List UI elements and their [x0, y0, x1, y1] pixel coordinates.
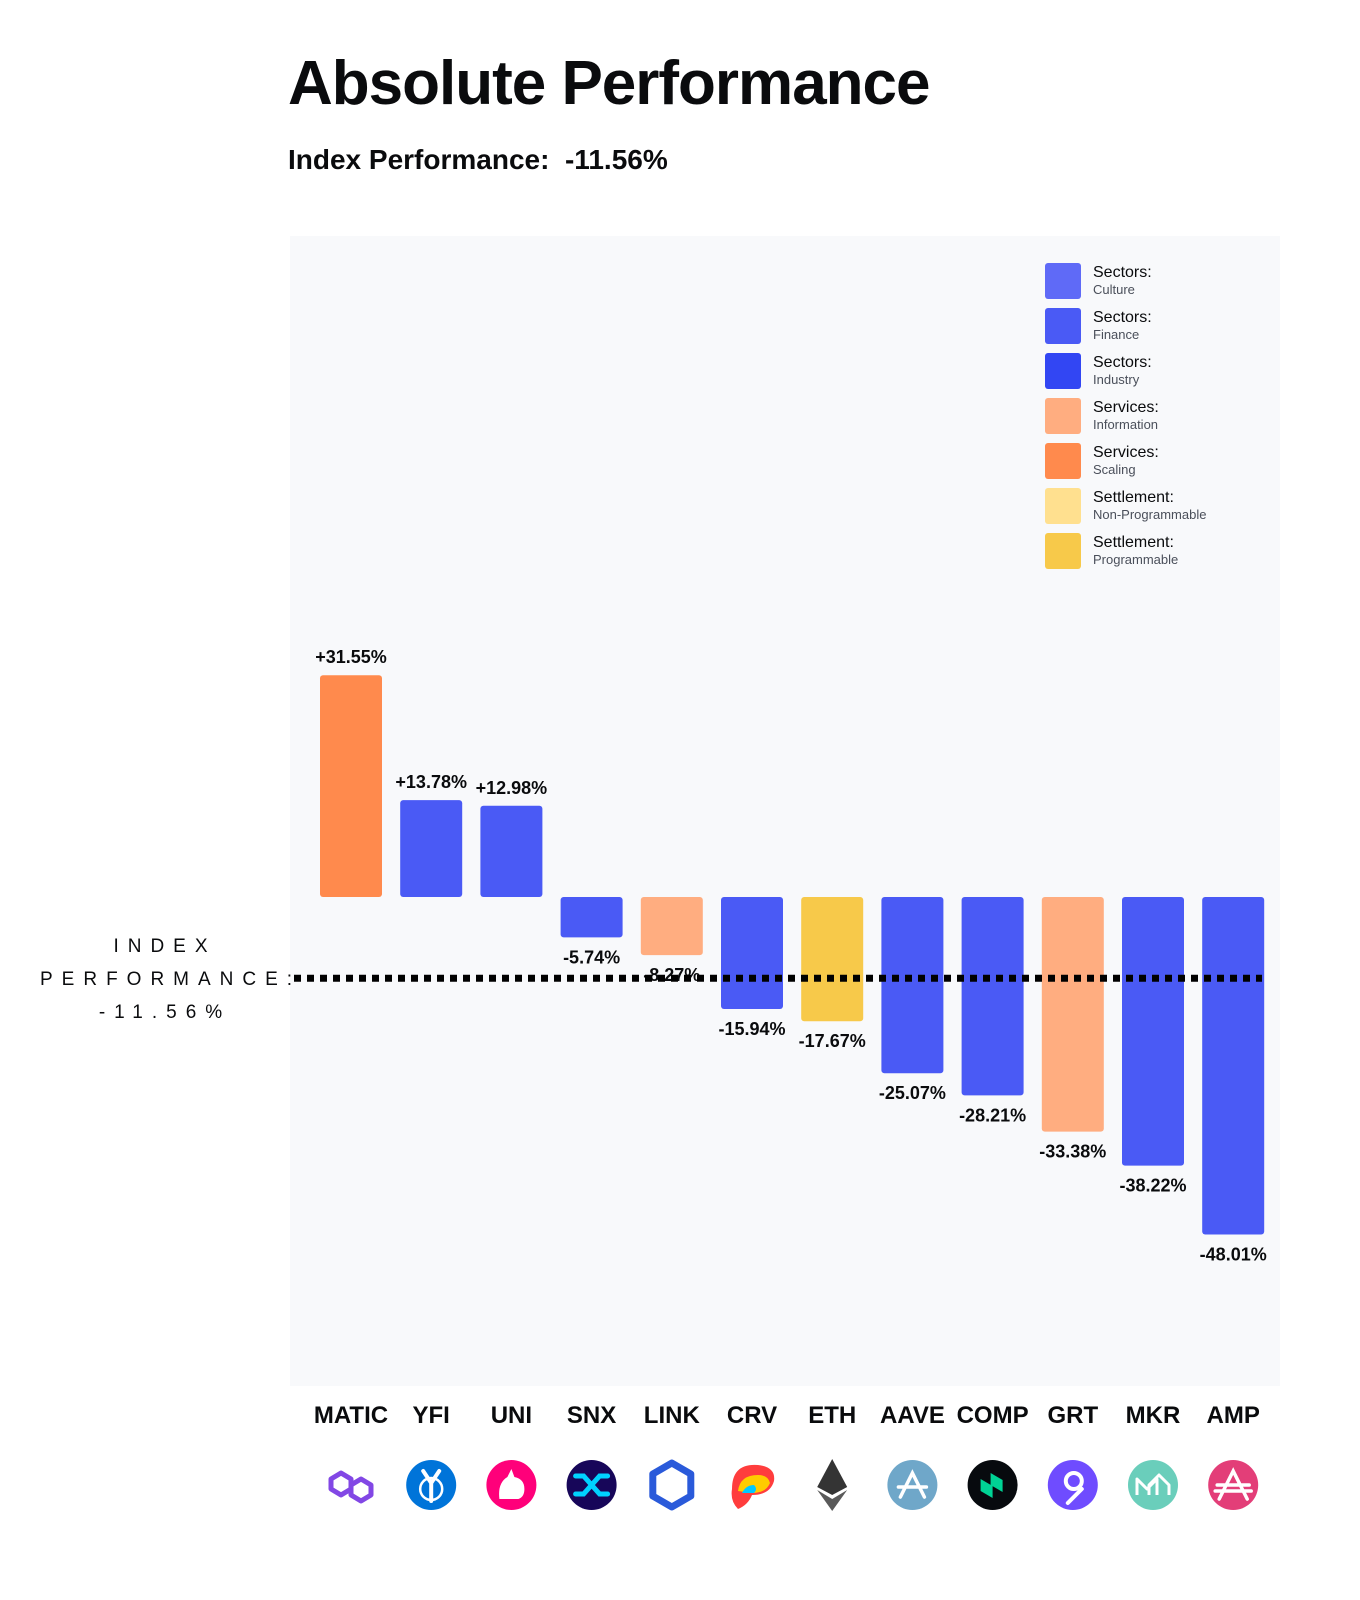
legend-item-services-scaling: Services: Scaling	[1045, 443, 1206, 488]
value-label-uni: +12.98%	[476, 778, 548, 798]
mkr-icon	[1128, 1460, 1178, 1510]
ticker-uni: UNI	[491, 1402, 532, 1429]
aave-icon	[887, 1460, 938, 1510]
legend-swatch	[1045, 488, 1081, 524]
legend-swatch	[1045, 398, 1081, 434]
index-line-label-3: -11.56%	[98, 1002, 232, 1023]
value-label-comp: -28.21%	[959, 1105, 1026, 1125]
legend-swatch	[1045, 308, 1081, 344]
bar-comp	[961, 897, 1024, 1096]
legend-label: Settlement:	[1093, 534, 1174, 551]
grt-icon	[1047, 1460, 1098, 1510]
legend-label: Services:	[1093, 399, 1159, 416]
value-label-snx: -5.74%	[563, 947, 620, 967]
legend-sublabel: Finance	[1093, 327, 1140, 342]
ticker-crv: CRV	[727, 1402, 777, 1429]
legend-item-services-information: Services: Information	[1045, 398, 1206, 443]
ticker-mkr: MKR	[1126, 1402, 1181, 1429]
snx-icon	[566, 1460, 617, 1510]
chart-title: Absolute Performance	[288, 49, 931, 118]
matic-icon	[328, 1470, 374, 1504]
legend-swatch	[1045, 533, 1081, 569]
uni-icon	[486, 1460, 537, 1510]
bar-matic	[320, 675, 382, 897]
legend-sublabel: Non-Programmable	[1093, 507, 1207, 522]
legend-label: Services:	[1093, 444, 1159, 461]
amp-icon	[1208, 1460, 1259, 1510]
legend-sublabel: Culture	[1093, 282, 1135, 297]
bar-grt	[1041, 897, 1104, 1132]
legend-item-sectors-industry: Sectors: Industry	[1045, 353, 1206, 398]
ticker-yfi: YFI	[413, 1402, 450, 1429]
ticker-amp: AMP	[1207, 1402, 1260, 1429]
value-label-grt: -33.38%	[1039, 1142, 1106, 1162]
legend-label: Sectors:	[1093, 354, 1152, 371]
legend-sublabel: Scaling	[1093, 462, 1136, 477]
legend-label: Sectors:	[1093, 264, 1152, 281]
legend-sublabel: Information	[1093, 417, 1159, 432]
ticker-matic: MATIC	[314, 1402, 388, 1429]
value-label-eth: -17.67%	[799, 1031, 866, 1051]
bar-link	[640, 897, 703, 956]
bar-aave	[881, 897, 944, 1074]
subtitle-label: Index Performance:	[288, 144, 550, 175]
ticker-aave: AAVE	[880, 1402, 945, 1429]
legend-label: Settlement:	[1093, 489, 1174, 506]
legend-sublabel: Programmable	[1093, 552, 1179, 567]
subtitle-value: -11.56%	[564, 144, 668, 175]
bar-crv	[721, 897, 783, 1010]
eth-icon	[817, 1459, 848, 1511]
ticker-eth: ETH	[808, 1402, 856, 1429]
legend-item-settlement-programmable: Settlement: Programmable	[1045, 533, 1206, 578]
index-line-label-1: INDEX	[113, 936, 217, 957]
legend-item-settlement-non-programmable: Settlement: Non-Programmable	[1045, 488, 1206, 533]
ticker-grt: GRT	[1047, 1402, 1098, 1429]
index-line-label: INDEX PERFORMANCE: -11.56%	[40, 930, 302, 1029]
ticker-snx: SNX	[567, 1402, 616, 1429]
legend-item-sectors-culture: Sectors: Culture	[1045, 263, 1206, 308]
value-label-yfi: +13.78%	[395, 772, 467, 792]
bar-snx	[560, 897, 623, 938]
crv-icon	[731, 1464, 775, 1509]
comp-icon	[967, 1460, 1018, 1510]
yfi-icon	[406, 1460, 457, 1510]
legend-swatch	[1045, 263, 1081, 299]
value-label-crv: -15.94%	[718, 1019, 785, 1039]
index-performance-subtitle: Index Performance: -11.56%	[288, 144, 668, 176]
link-icon	[649, 1459, 695, 1511]
bar-amp	[1202, 897, 1265, 1235]
value-label-mkr: -38.22%	[1119, 1176, 1186, 1196]
legend-swatch	[1045, 443, 1081, 479]
bar-mkr	[1122, 897, 1184, 1166]
legend-label: Sectors:	[1093, 309, 1152, 326]
value-label-matic: +31.55%	[315, 647, 387, 667]
legend-swatch	[1045, 353, 1081, 389]
legend-sublabel: Industry	[1093, 372, 1140, 387]
ticker-comp: COMP	[957, 1402, 1029, 1429]
value-label-amp: -48.01%	[1200, 1245, 1267, 1265]
ticker-link: LINK	[644, 1402, 701, 1429]
bar-eth	[801, 897, 864, 1022]
bar-uni	[480, 805, 543, 897]
bar-yfi	[400, 800, 463, 897]
legend-item-sectors-finance: Sectors: Finance	[1045, 308, 1206, 353]
value-label-aave: -25.07%	[879, 1083, 946, 1103]
legend: Sectors: Culture Sectors: Finance Sectors:…	[1045, 263, 1206, 578]
index-line-label-2: PERFORMANCE:	[40, 969, 302, 990]
